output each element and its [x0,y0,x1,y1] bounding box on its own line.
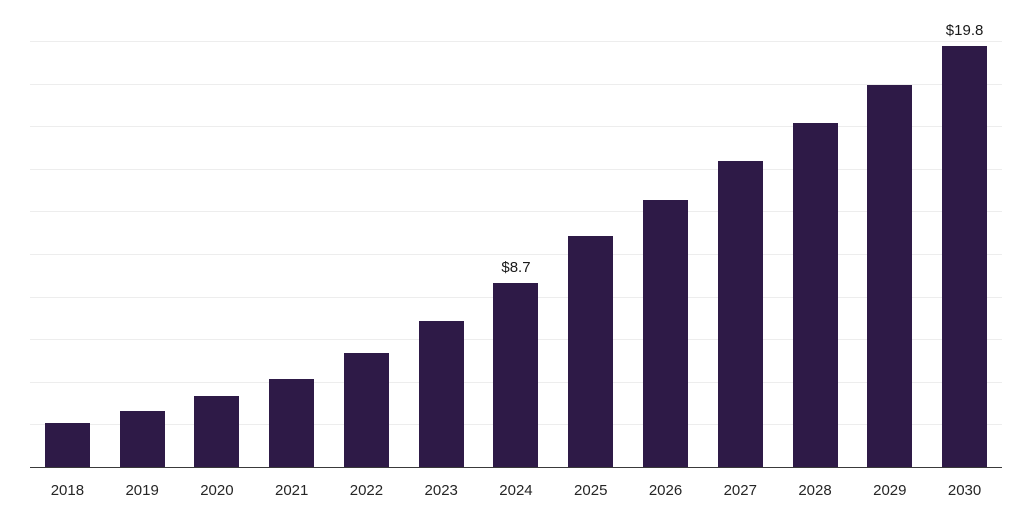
bar-2021 [269,378,315,468]
bar-2030: $19.8 [942,22,988,468]
x-label-2022: 2022 [349,481,384,499]
bar-column-2025 [553,8,628,468]
bar-column-2021 [254,8,329,468]
plot-area: $8.7 $19.8 [30,8,1002,468]
bar-2025 [568,235,614,468]
bars-container: $8.7 $19.8 [30,8,1002,468]
gridline-14 [30,168,1002,170]
bar-column-2030: $19.8 [927,8,1002,468]
gridline-12 [30,211,1002,213]
x-label-2019: 2019 [125,481,159,499]
bar-column-2019 [105,8,180,468]
x-label-2020: 2020 [200,481,234,499]
bar-2027 [717,161,763,468]
bar-2019 [119,410,165,468]
bar-2026 [643,199,688,468]
bar-2029 [867,84,913,468]
bar-column-2023 [404,8,479,468]
bar-column-2018 [30,8,105,468]
gridline-18 [30,83,1002,85]
bar-2024: $8.7 [493,259,539,468]
x-label-2027: 2027 [723,481,757,499]
x-label-2026: 2026 [648,481,683,499]
x-axis-line [30,467,1002,468]
gridline-20 [30,41,1002,43]
bar-2018 [44,423,90,468]
x-label-2029: 2029 [873,481,907,499]
bar-column-2026 [628,8,703,468]
bar-column-2022 [329,8,404,468]
x-label-2024: 2024 [499,481,533,499]
gridline-16 [30,126,1002,128]
bar-2023 [418,321,464,468]
bar-column-2028 [778,8,853,468]
x-label-2018: 2018 [50,481,85,499]
x-label-2030: 2030 [947,481,982,499]
bar-column-2027 [703,8,778,468]
bar-2022 [343,353,389,468]
value-label-2030: $19.8 [945,22,984,40]
bar-column-2029 [852,8,927,468]
x-axis-labels: 2018 2019 2020 2021 2022 2023 2024 2025 2026 2027… [30,468,1002,512]
bar-column-2024: $8.7 [479,8,554,468]
bar-column-2020 [180,8,255,468]
bar-2020 [194,395,240,468]
gridline-10 [30,254,1002,256]
x-label-2023: 2023 [424,481,458,499]
value-label-2024: $8.7 [501,258,531,276]
bar-2028 [792,123,838,468]
x-label-2028: 2028 [798,481,832,499]
x-label-2021: 2021 [274,481,309,499]
x-label-2025: 2025 [574,481,608,499]
